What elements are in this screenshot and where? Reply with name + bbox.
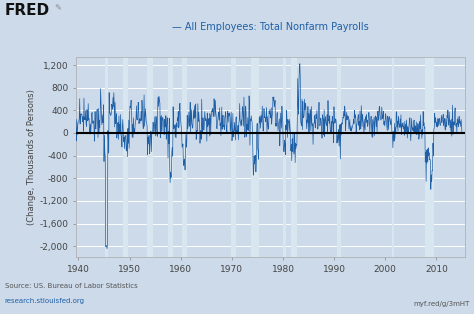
Text: Source: US. Bureau of Labor Statistics: Source: US. Bureau of Labor Statistics: [5, 283, 137, 289]
Bar: [291, 57, 297, 257]
Bar: [105, 57, 108, 257]
Bar: [182, 57, 187, 257]
Bar: [123, 57, 128, 257]
Bar: [230, 57, 236, 257]
Bar: [337, 57, 340, 257]
Text: FRED: FRED: [5, 3, 50, 18]
Bar: [392, 57, 394, 257]
Bar: [283, 57, 285, 257]
Y-axis label: (Change, Thousands of Persons): (Change, Thousands of Persons): [27, 89, 36, 225]
Text: myf.red/g/3mHT: myf.red/g/3mHT: [413, 301, 469, 307]
Bar: [251, 57, 259, 257]
Text: ✎: ✎: [55, 3, 62, 12]
Bar: [168, 57, 173, 257]
Text: — All Employees: Total Nonfarm Payrolls: — All Employees: Total Nonfarm Payrolls: [172, 22, 369, 32]
Bar: [425, 57, 434, 257]
Text: research.stlouisfed.org: research.stlouisfed.org: [5, 298, 85, 304]
Bar: [147, 57, 153, 257]
